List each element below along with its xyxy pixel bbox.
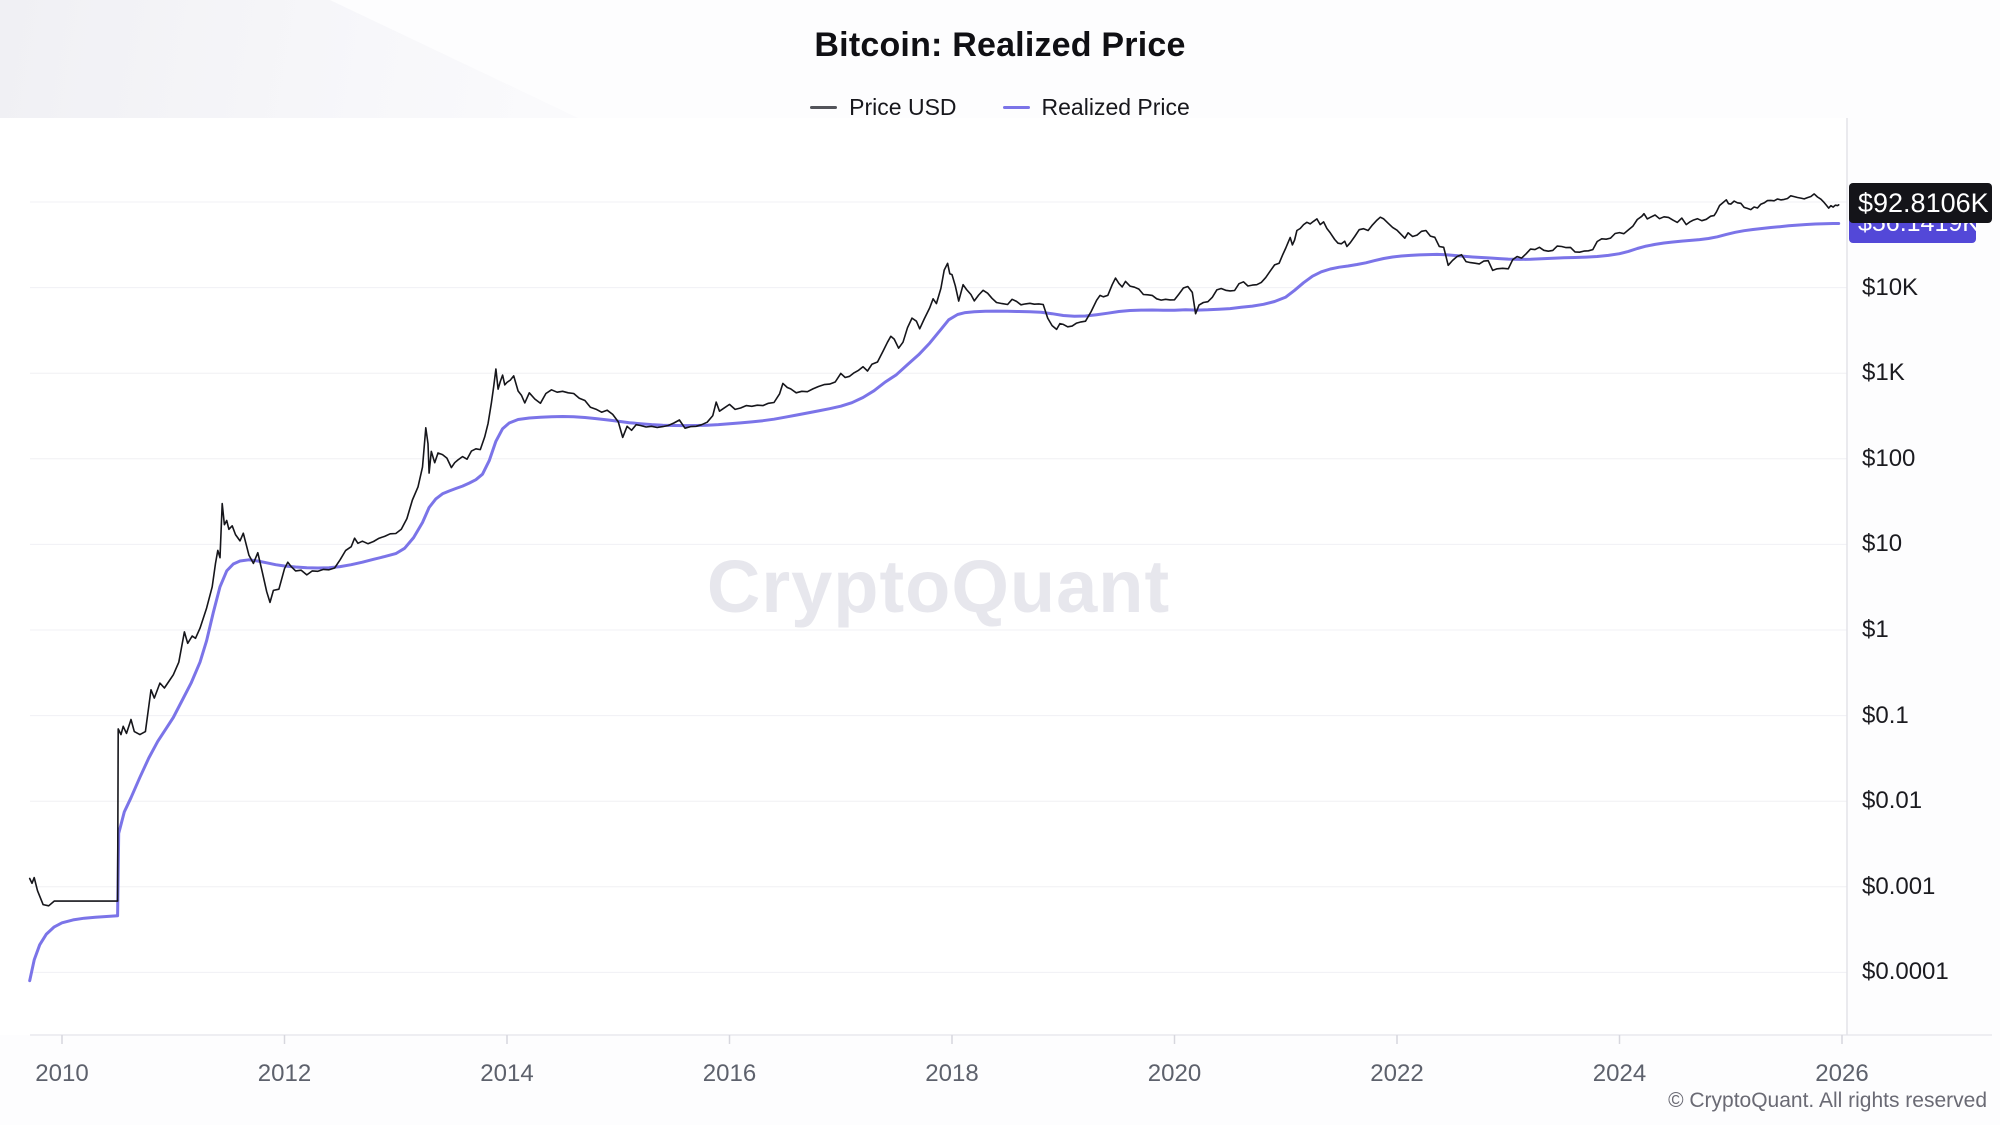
plot-background <box>0 118 1847 1035</box>
y-axis-tick-label: $0.0001 <box>1862 958 1949 986</box>
legend-item-realized-price[interactable]: Realized Price <box>1002 93 1190 121</box>
y-axis-tick-label: $10K <box>1862 273 1919 301</box>
price-usd-value-tag: $92.8106K <box>1849 183 1992 223</box>
realized-price-legend-dash-icon <box>1002 105 1030 109</box>
price-usd-legend-dash-icon <box>810 105 838 109</box>
x-axis-tick-label: 2022 <box>1370 1060 1424 1087</box>
price-usd-value: $92.8106K <box>1858 187 1989 218</box>
y-axis-tick-label: $0.001 <box>1862 872 1936 900</box>
legend-item-price-usd[interactable]: Price USD <box>810 93 957 121</box>
legend: Price USD Realized Price <box>0 92 2000 122</box>
copyright-footer: © CryptoQuant. All rights reserved <box>1668 1089 1987 1112</box>
cryptoquant-watermark: CryptoQuant <box>706 545 1171 628</box>
x-axis-tick-label: 2026 <box>1815 1060 1869 1087</box>
x-axis-tick-label: 2018 <box>925 1060 979 1087</box>
legend-label-price-usd: Price USD <box>849 93 957 120</box>
x-axis-tick-label: 2012 <box>257 1060 312 1087</box>
x-axis-tick-label: 2010 <box>35 1060 89 1087</box>
y-axis-tick-label: $1 <box>1862 616 1889 643</box>
y-axis-tick-label: $1K <box>1862 359 1905 387</box>
y-axis-tick-label: $100 <box>1862 444 1916 472</box>
x-axis-tick-label: 2014 <box>480 1060 534 1087</box>
legend-label-realized-price: Realized Price <box>1041 93 1190 120</box>
y-axis-tick-label: $0.01 <box>1862 787 1923 815</box>
x-axis-tick-label: 2020 <box>1147 1060 1202 1087</box>
y-axis-tick-label: $0.1 <box>1862 701 1909 729</box>
page-title: Bitcoin: Realized Price <box>814 26 1186 64</box>
y-axis-tick-label: $10 <box>1862 530 1903 558</box>
x-axis-tick-label: 2024 <box>1592 1060 1647 1087</box>
x-axis-tick-label: 2016 <box>702 1060 757 1087</box>
